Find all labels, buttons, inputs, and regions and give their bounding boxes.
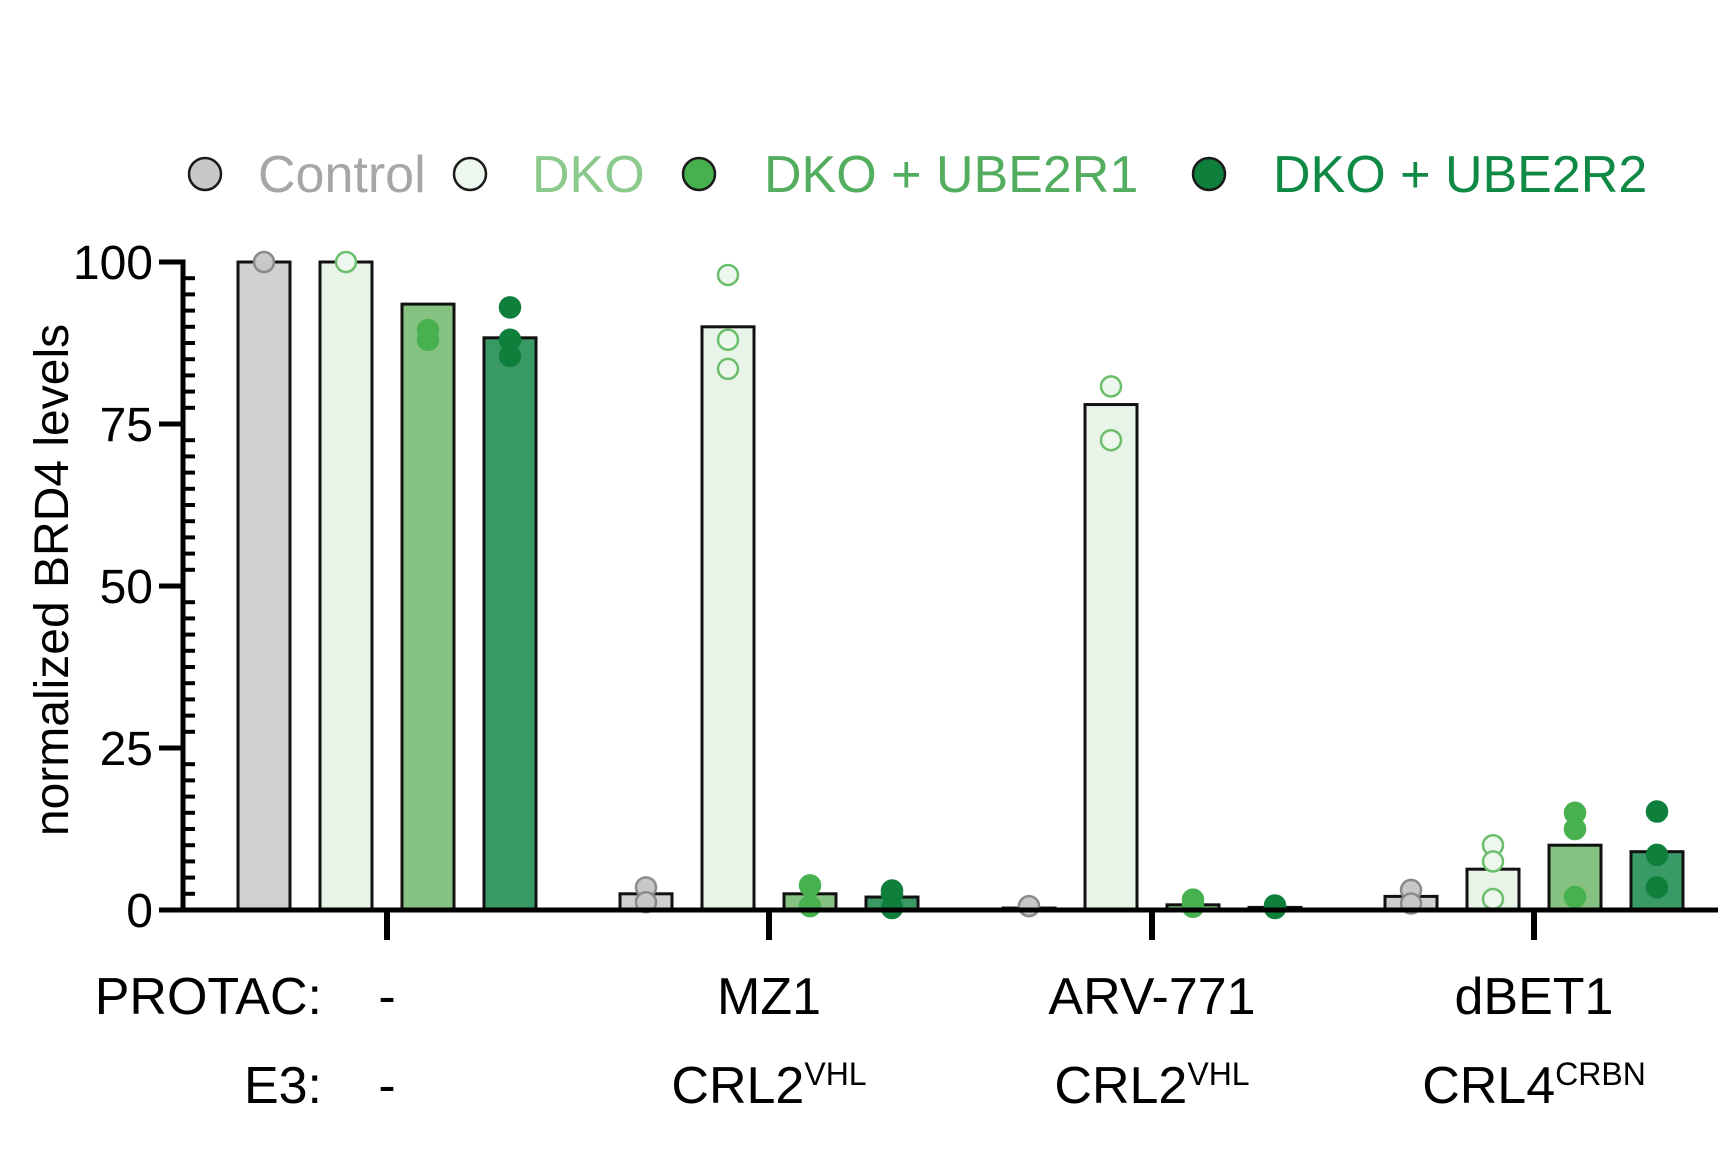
- e3-label: CRL2VHL: [1054, 1056, 1249, 1115]
- data-point: [1181, 895, 1205, 919]
- legend-label: DKO + UBE2R2: [1273, 146, 1647, 204]
- data-point: [252, 250, 276, 274]
- data-point: [798, 874, 822, 897]
- data-point: [716, 357, 740, 381]
- protac-row-label: PROTAC:: [95, 968, 322, 1026]
- e3-label: CRL2VHL: [671, 1056, 866, 1115]
- y-tick-label: 100: [73, 237, 153, 290]
- legend-marker-icon: [187, 156, 223, 192]
- bar: [236, 260, 292, 912]
- legend-marker-icon: [681, 156, 717, 192]
- e3-label: CRL4CRBN: [1422, 1056, 1646, 1115]
- data-point: [416, 328, 440, 352]
- data-point: [716, 263, 740, 287]
- data-point: [1017, 894, 1041, 918]
- bar: [482, 336, 538, 912]
- data-point: [498, 296, 522, 319]
- data-point: [716, 328, 740, 352]
- data-point: [798, 894, 822, 918]
- data-point: [1563, 817, 1587, 841]
- legend-marker-icon: [1191, 156, 1227, 192]
- y-tick-label: 0: [126, 885, 153, 938]
- e3-label: -: [378, 1057, 395, 1115]
- protac-label: MZ1: [717, 968, 821, 1026]
- legend-label: Control: [258, 146, 426, 204]
- data-point: [334, 250, 358, 274]
- legend-marker-icon: [452, 156, 488, 192]
- data-point: [1099, 375, 1123, 398]
- protac-label: dBET1: [1455, 968, 1614, 1026]
- legend-label: DKO: [532, 146, 645, 204]
- data-point: [1481, 850, 1505, 873]
- bars: [236, 260, 1685, 912]
- y-axis-label: normalized BRD4 levels: [26, 324, 79, 836]
- bar: [700, 325, 756, 912]
- axes: 0 25 50 75 100: [73, 237, 1718, 940]
- data-point: [1645, 876, 1669, 899]
- bar: [400, 302, 456, 912]
- legend-label: DKO + UBE2R1: [764, 146, 1138, 204]
- protac-label: ARV-771: [1048, 968, 1255, 1026]
- y-tick-label: 25: [100, 723, 153, 776]
- e3-row-label: E3:: [244, 1057, 322, 1115]
- data-points: [252, 250, 1669, 920]
- data-point: [1563, 885, 1587, 909]
- data-point: [1645, 800, 1669, 823]
- data-point: [1481, 887, 1505, 911]
- data-point: [1645, 843, 1669, 867]
- data-point: [1099, 428, 1123, 452]
- group-labels: PROTAC: E3:- - MZ1 CRL2VHL ARV-771 CRL2VHL dBET…: [95, 968, 1646, 1115]
- y-tick-label: 50: [100, 561, 153, 614]
- protac-label: -: [378, 968, 395, 1026]
- y-tick-label: 75: [100, 399, 153, 452]
- bar: [1083, 403, 1139, 912]
- bar: [318, 260, 374, 912]
- legend: Control DKO DKO + UBE2R1 DKO + UBE2R2: [187, 146, 1647, 204]
- data-point: [498, 344, 522, 368]
